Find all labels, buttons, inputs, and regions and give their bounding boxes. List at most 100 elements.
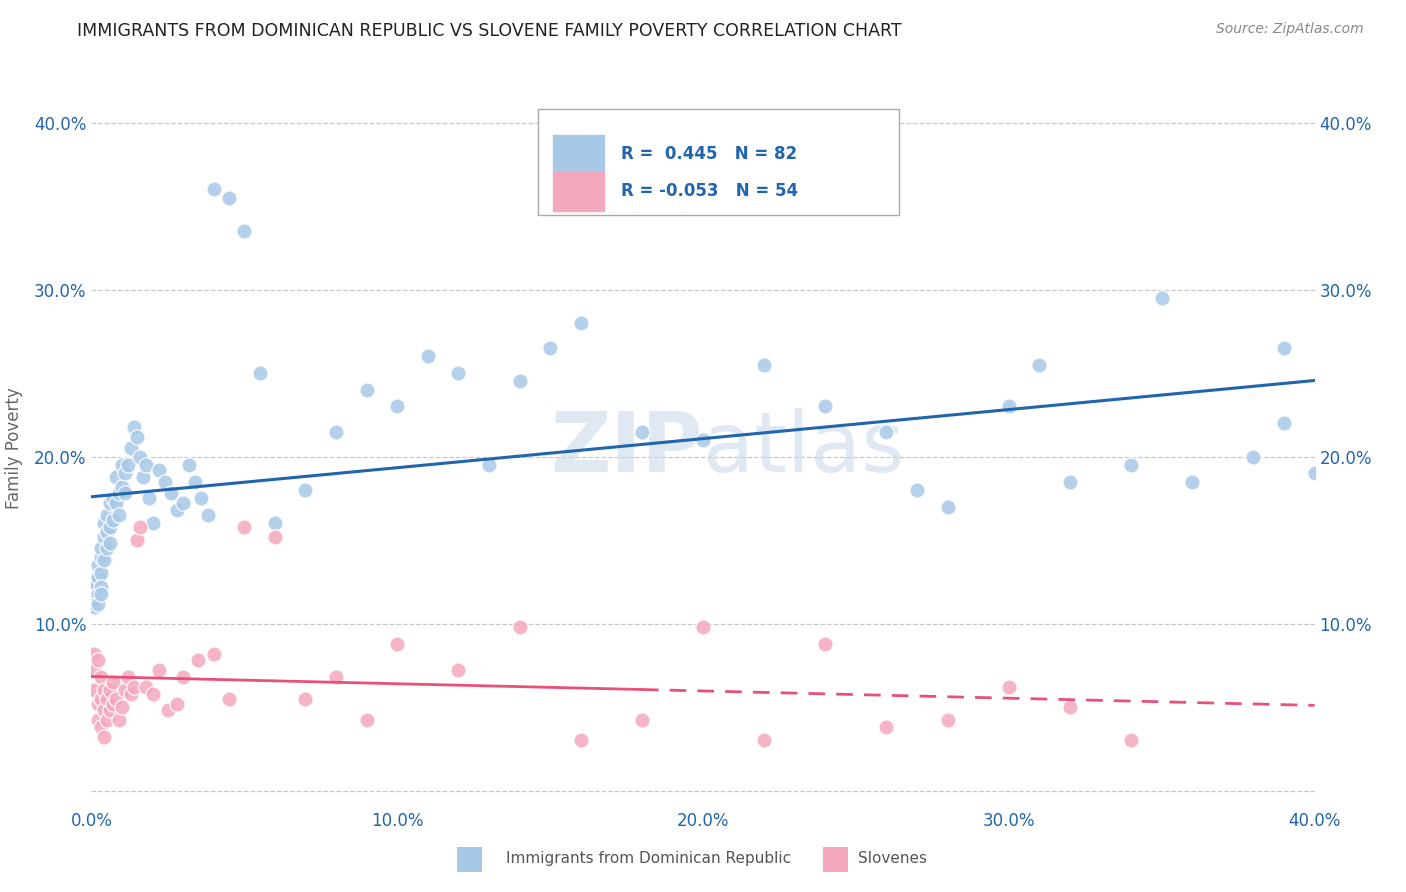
Point <box>138 491 160 506</box>
Point <box>264 530 287 544</box>
Text: R =  0.445   N = 82: R = 0.445 N = 82 <box>621 145 797 163</box>
Point <box>1303 467 1326 481</box>
Point <box>83 599 105 614</box>
Point <box>160 486 183 500</box>
Point <box>998 680 1021 694</box>
Point <box>117 458 139 472</box>
Point <box>631 425 654 439</box>
Point <box>1150 291 1173 305</box>
Point <box>1028 358 1050 372</box>
Point <box>108 486 131 500</box>
Point <box>101 697 124 711</box>
Point <box>120 687 142 701</box>
Point <box>509 375 531 389</box>
Point <box>93 553 115 567</box>
Point <box>814 400 837 414</box>
Point <box>96 691 118 706</box>
Point <box>86 653 108 667</box>
Point <box>83 574 105 589</box>
Point <box>1059 475 1081 489</box>
Point <box>936 500 959 514</box>
Point <box>104 469 127 483</box>
Point <box>114 683 136 698</box>
Point <box>538 341 561 355</box>
Point <box>93 703 115 717</box>
Point <box>172 496 194 510</box>
Point <box>509 620 531 634</box>
Point <box>114 486 136 500</box>
Bar <box>553 135 605 174</box>
Point <box>141 516 163 531</box>
Point <box>356 714 378 728</box>
Point <box>385 637 409 651</box>
Point <box>569 733 592 747</box>
Point <box>129 450 152 464</box>
Point <box>294 483 316 497</box>
Point <box>166 697 188 711</box>
Point <box>122 680 145 694</box>
Point <box>754 358 776 372</box>
Point <box>86 558 108 573</box>
Point <box>129 519 152 533</box>
Point <box>93 530 115 544</box>
Point <box>127 429 149 443</box>
Point <box>294 691 316 706</box>
Point <box>148 663 170 677</box>
Point <box>93 683 115 698</box>
Text: Source: ZipAtlas.com: Source: ZipAtlas.com <box>1216 22 1364 37</box>
Point <box>218 691 240 706</box>
Point <box>325 670 347 684</box>
Point <box>1243 450 1265 464</box>
Point <box>90 670 112 684</box>
Point <box>998 400 1021 414</box>
Point <box>478 458 501 472</box>
Point <box>447 663 470 677</box>
Point <box>98 683 121 698</box>
Text: Immigrants from Dominican Republic: Immigrants from Dominican Republic <box>506 851 792 865</box>
Point <box>416 350 439 364</box>
Point <box>86 714 108 728</box>
Point <box>187 653 209 667</box>
Point <box>202 647 225 661</box>
Point <box>1059 700 1081 714</box>
Point <box>90 580 112 594</box>
Point <box>1181 475 1204 489</box>
Point <box>98 703 121 717</box>
Point <box>83 583 105 598</box>
Point <box>108 508 131 522</box>
Point <box>83 663 105 677</box>
Point <box>202 182 225 196</box>
Text: atlas: atlas <box>703 408 904 489</box>
Point <box>96 714 118 728</box>
Point <box>754 733 776 747</box>
Point <box>104 496 127 510</box>
Text: ZIP: ZIP <box>551 408 703 489</box>
Point <box>86 570 108 584</box>
Point <box>197 508 219 522</box>
Point <box>385 400 409 414</box>
Point <box>90 586 112 600</box>
Point <box>135 680 157 694</box>
Point <box>93 516 115 531</box>
Point <box>190 491 212 506</box>
Point <box>692 433 714 447</box>
Point <box>218 191 240 205</box>
Point <box>1121 458 1143 472</box>
Point <box>90 566 112 581</box>
Point <box>1272 341 1295 355</box>
Point <box>111 700 134 714</box>
Text: R = -0.053   N = 54: R = -0.053 N = 54 <box>621 183 799 201</box>
Point <box>814 637 837 651</box>
Point <box>83 647 105 661</box>
Point <box>111 480 134 494</box>
Point <box>90 720 112 734</box>
Point <box>96 541 118 556</box>
Point <box>101 675 124 690</box>
Point <box>356 383 378 397</box>
Point <box>127 533 149 547</box>
Point <box>83 591 105 606</box>
Point <box>569 316 592 330</box>
Point <box>90 691 112 706</box>
Point <box>117 670 139 684</box>
Point <box>233 519 256 533</box>
